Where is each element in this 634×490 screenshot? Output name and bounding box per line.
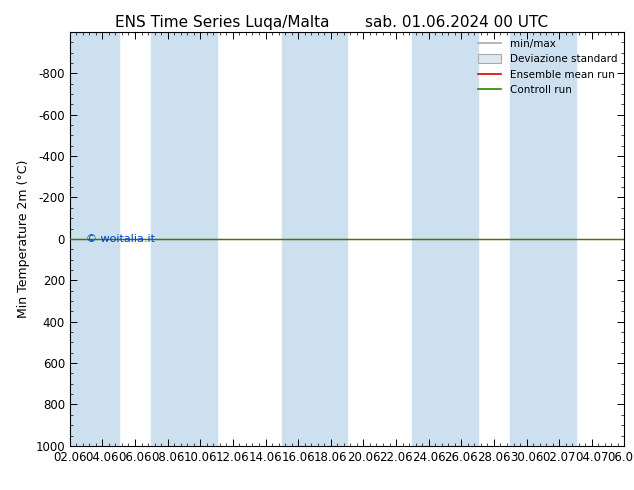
Bar	[152, 32, 217, 446]
Text: sab. 01.06.2024 00 UTC: sab. 01.06.2024 00 UTC	[365, 15, 548, 29]
Bar	[282, 32, 347, 446]
Legend: min/max, Deviazione standard, Ensemble mean run, Controll run: min/max, Deviazione standard, Ensemble m…	[474, 35, 621, 99]
Bar	[510, 32, 576, 446]
Y-axis label: Min Temperature 2m (°C): Min Temperature 2m (°C)	[16, 160, 30, 318]
Bar	[412, 32, 477, 446]
Text: © woitalia.it: © woitalia.it	[86, 234, 155, 244]
Text: ENS Time Series Luqa/Malta: ENS Time Series Luqa/Malta	[115, 15, 329, 29]
Bar	[53, 32, 119, 446]
